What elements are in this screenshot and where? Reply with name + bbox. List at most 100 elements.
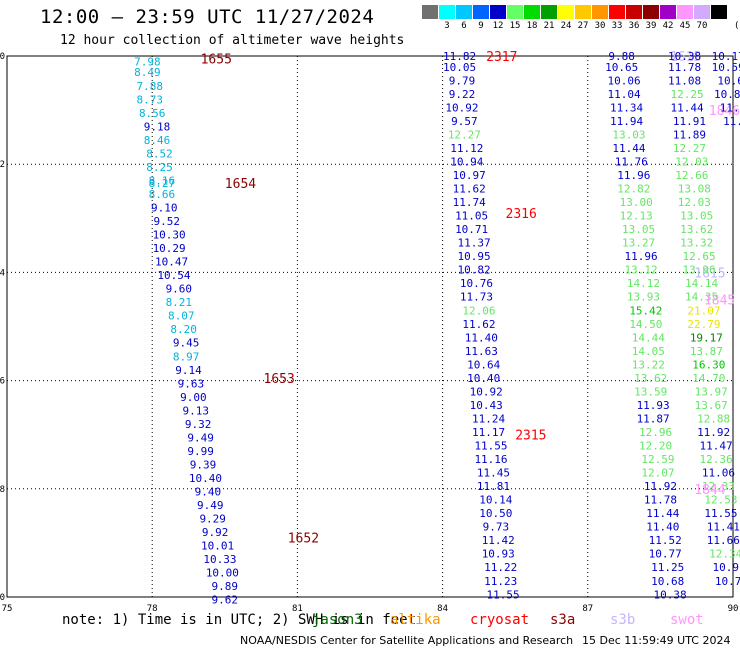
wave-height-value: 11.94 (610, 115, 643, 128)
wave-height-value: 10.65 (605, 61, 638, 74)
wave-height-value: 13.05 (622, 223, 655, 236)
wave-height-value: 10.14 (479, 494, 512, 507)
wave-height-value: 11.52 (649, 534, 682, 547)
pass-time-label: 1655 (201, 53, 232, 68)
wave-height-value: 13.67 (695, 399, 728, 412)
wave-height-value: 11.62 (462, 318, 495, 331)
wave-height-value: 9.99 (187, 445, 214, 458)
wave-height-value: 9.29 (199, 513, 226, 526)
wave-height-value: 11. (723, 115, 740, 128)
satellite-label-swot: swot (670, 612, 704, 628)
wave-height-value: 9.79 (449, 74, 476, 87)
legend-swatch (592, 5, 608, 19)
wave-height-value: 14.50 (629, 318, 662, 331)
wave-height-value: 11.16 (474, 453, 507, 466)
wave-height-value: 8.49 (134, 66, 161, 79)
x-tick-label: 78 (147, 604, 158, 614)
wave-height-value: 11.92 (644, 480, 677, 493)
wave-height-value: 16.30 (692, 358, 725, 371)
satellite-label-s3b: s3b (610, 612, 636, 628)
wave-height-value: 11.44 (612, 142, 645, 155)
wave-height-value: 9.14 (175, 364, 202, 377)
wave-height-value: 11.40 (646, 521, 679, 534)
wave-height-value: 11.92 (697, 426, 730, 439)
wave-height-value: 9.89 (212, 580, 239, 593)
satellite-label-altika: altika (390, 612, 441, 628)
legend-swatch (422, 5, 438, 19)
timestamp: 15 Dec 11:59:49 UTC 2024 (582, 634, 731, 647)
wave-height-value: 10.94 (450, 155, 483, 168)
wave-height-value: 12.25 (670, 88, 703, 101)
x-tick-label: 81 (292, 604, 303, 614)
wave-height-value: 14.12 (627, 277, 660, 290)
wave-height-value: 11.55 (704, 507, 737, 520)
wave-height-value: 11.34 (610, 101, 643, 114)
wave-height-value: 12.07 (641, 467, 674, 480)
wave-height-value: 10.17 (712, 50, 740, 63)
legend-swatch (643, 5, 659, 19)
wave-height-value: 11.78 (668, 61, 701, 74)
wave-height-value: 11.17 (472, 426, 505, 439)
wave-height-value: 11.04 (608, 88, 641, 101)
wave-height-value: 11.76 (615, 155, 648, 168)
wave-height-value: 9.88 (608, 50, 635, 63)
legend-swatch (558, 5, 574, 19)
wave-height-value: 11.37 (457, 237, 490, 250)
wave-height-value: 10.30 (153, 229, 186, 242)
wave-height-value: 10.6 (717, 74, 740, 87)
wave-height-value: 11.47 (699, 440, 732, 453)
wave-height-value: 13.87 (690, 345, 723, 358)
wave-height-value: 9.52 (153, 215, 180, 228)
wave-height-value: 12.33 (702, 480, 735, 493)
wave-height-value: 8.52 (146, 147, 173, 160)
wave-height-value: 11.42 (482, 534, 515, 547)
wave-height-value: 9.13 (183, 404, 210, 417)
wave-height-value: 12.27 (448, 128, 481, 141)
wave-height-value: 10.54 (157, 269, 190, 282)
wave-height-value: 11.89 (673, 128, 706, 141)
wave-height-value: 11.81 (477, 480, 510, 493)
wave-height-value: 10.77 (649, 548, 682, 561)
wave-height-value: 13.12 (624, 264, 657, 277)
wave-height-value: 12.59 (641, 453, 674, 466)
wave-height-value: 12.03 (675, 155, 708, 168)
wave-height-value: 9.45 (173, 337, 200, 350)
wave-height-value: 10.33 (203, 553, 236, 566)
wave-height-value: 11.25 (651, 561, 684, 574)
pass-time-label: 1653 (264, 372, 295, 387)
wave-height-value: 9.63 (178, 377, 205, 390)
x-tick-label: 90 (728, 604, 739, 614)
wave-height-value: 9.49 (187, 431, 214, 444)
wave-height-value: 10.68 (651, 575, 684, 588)
legend-tick-label: 18 (526, 21, 538, 31)
legend-swatch (541, 5, 557, 19)
satellite-label-s3a: s3a (550, 612, 576, 628)
wave-height-value: 8.73 (137, 93, 164, 106)
legend-swatch (677, 5, 693, 19)
wave-height-value: 9.00 (180, 391, 207, 404)
wave-height-value: 9.73 (483, 521, 510, 534)
wave-height-value: 10.40 (467, 372, 500, 385)
wave-height-value: 10.64 (467, 358, 500, 371)
pass-time-label: 1845 (704, 293, 735, 308)
wave-height-value: 10.50 (479, 507, 512, 520)
wave-height-value: 11.55 (487, 588, 520, 601)
wave-height-value: 11.22 (484, 561, 517, 574)
wave-height-value: 10.47 (155, 256, 188, 269)
wave-height-value: 10.59 (712, 61, 740, 74)
wave-height-value: 9.39 (190, 458, 217, 471)
pass-time-label: 2317 (486, 50, 517, 65)
wave-height-value: 8.27 (149, 177, 176, 190)
wave-height-value: 12.20 (639, 440, 672, 453)
wave-height-value: 14.14 (685, 277, 718, 290)
wave-height-value: 11.96 (624, 250, 657, 263)
wave-height-value: 13.00 (620, 196, 653, 209)
wave-height-value: 10.06 (608, 74, 641, 87)
wave-height-value: 19.17 (690, 331, 723, 344)
x-tick-label: 87 (582, 604, 593, 614)
wave-height-value: 10.00 (206, 567, 239, 580)
wave-height-value: 11.87 (637, 412, 670, 425)
legend-swatch (473, 5, 489, 19)
wave-height-value: 7.88 (137, 80, 164, 93)
wave-height-value: 10.01 (201, 540, 234, 553)
